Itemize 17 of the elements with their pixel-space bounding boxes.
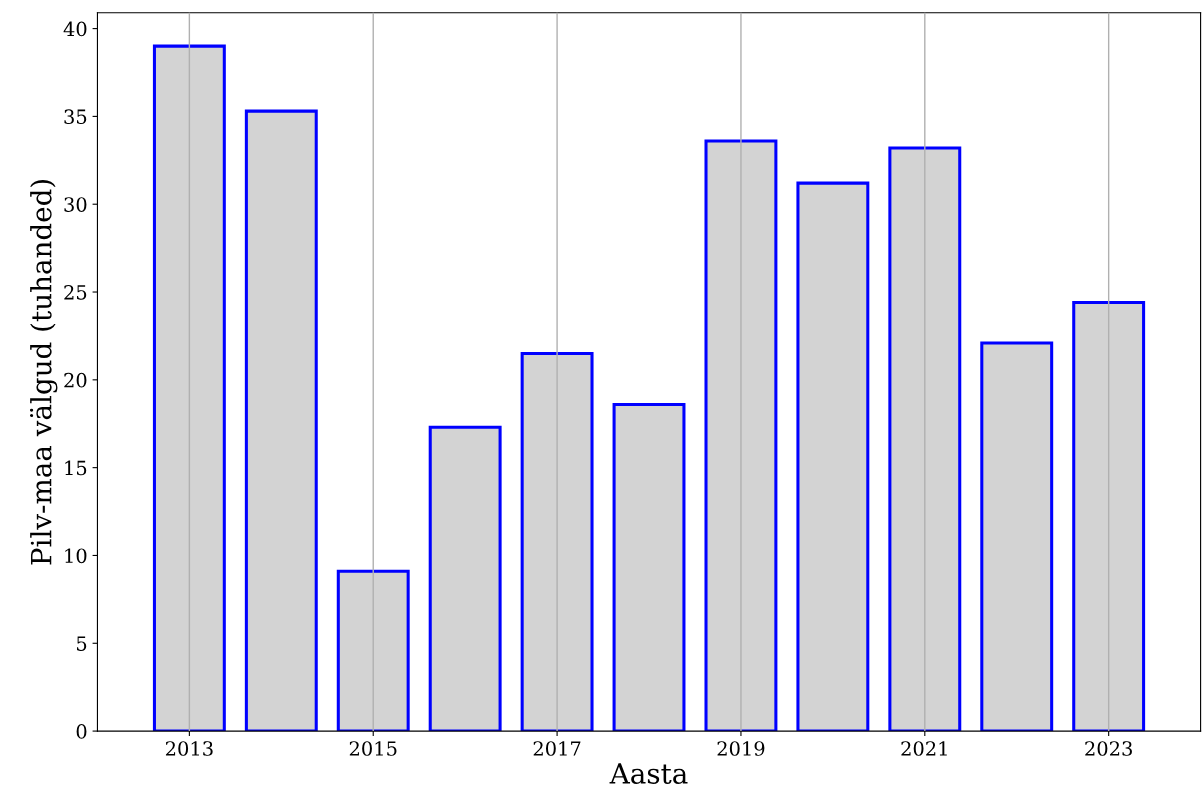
y-tick-label: 35 (64, 109, 87, 125)
y-tick-label: 30 (64, 197, 87, 212)
x-tick-label: 2021 (901, 741, 947, 756)
x-axis-title: Aasta (609, 763, 688, 784)
y-tick-label: 25 (64, 284, 87, 300)
x-tick-label: 2019 (717, 741, 765, 756)
y-tick-label: 20 (64, 372, 87, 388)
x-tick-label: 2017 (533, 741, 581, 756)
x-tick-label: 2023 (1085, 741, 1132, 756)
y-axis-title: Pilv-maa välgud (tuhanded) (29, 179, 58, 565)
y-tick-label: 15 (65, 460, 87, 476)
x-tick-label: 2015 (349, 741, 397, 756)
x-tick-label: 2013 (165, 741, 213, 756)
y-tick-label: 0 (76, 724, 87, 739)
y-tick-label: 5 (77, 636, 87, 651)
y-tick-label: 10 (65, 548, 87, 564)
y-tick-label: 40 (63, 21, 87, 37)
